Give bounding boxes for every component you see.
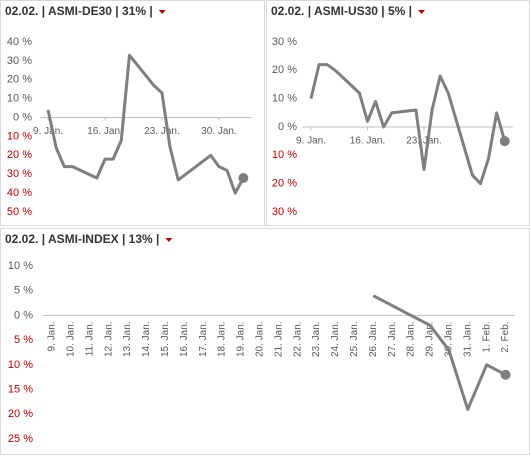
y-tick-label: 10 % — [7, 93, 32, 105]
x-tick-label: 23. Jan. — [144, 126, 180, 137]
y-tick-label: 0 % — [278, 121, 297, 133]
y-tick-label: 30 % — [7, 55, 32, 67]
x-tick-label: 22. Jan. — [292, 321, 303, 357]
y-tick-label: 20 % — [7, 74, 32, 86]
y-tick-label: 10 % — [272, 149, 297, 161]
chart-title: 02.02. | ASMI-US30 | 5% | — [271, 4, 412, 18]
y-tick-label: 25 % — [8, 433, 33, 445]
x-tick-label: 31. Jan. — [462, 321, 473, 357]
y-tick-label: 20 % — [7, 149, 32, 161]
x-tick-label: 26. Jan. — [368, 321, 379, 357]
x-tick-label: 29. Jan. — [425, 321, 436, 357]
x-tick-label: 16. Jan. — [350, 136, 386, 147]
y-tick-label: 5 % — [14, 334, 33, 346]
y-tick-label: 0 % — [13, 111, 32, 123]
x-tick-label: 20. Jan. — [254, 321, 265, 357]
x-tick-label: 30. Jan. — [443, 321, 454, 357]
dropdown-icon — [158, 10, 166, 14]
x-tick-label: 30. Jan. — [201, 126, 237, 137]
x-tick-label: 28. Jan. — [406, 321, 417, 357]
x-tick-label: 12. Jan. — [103, 321, 114, 357]
last-point — [500, 369, 511, 380]
series-line — [372, 294, 507, 411]
y-tick-label: 15 % — [8, 383, 33, 395]
chart-title: 02.02. | ASMI-INDEX | 13% | — [5, 232, 159, 246]
y-tick-label: 10 % — [272, 93, 297, 105]
x-tick-label: 14. Jan. — [141, 321, 152, 357]
x-tick-label: 1. Feb. — [481, 321, 492, 352]
y-tick-label: 30 % — [7, 168, 32, 180]
last-point — [499, 136, 510, 147]
x-tick-label: 23. Jan. — [406, 136, 442, 147]
y-tick-label: 5 % — [14, 285, 33, 297]
last-point — [238, 173, 249, 183]
x-tick-label: 11. Jan. — [84, 321, 95, 356]
chart-title: 02.02. | ASMI-DE30 | 31% | — [5, 4, 153, 18]
x-tick-label: 13. Jan. — [122, 321, 133, 357]
x-tick-label: 9. Jan. — [33, 126, 63, 137]
y-tick-label: 30 % — [272, 206, 297, 218]
x-tick-label: 18. Jan. — [217, 321, 228, 357]
x-tick-label: 9. Jan. — [296, 136, 326, 147]
dropdown-icon — [418, 10, 426, 14]
y-tick-label: 20 % — [272, 64, 297, 76]
series-line — [46, 53, 245, 195]
y-tick-label: 50 % — [7, 206, 32, 218]
x-tick-label: 10. Jan. — [65, 321, 76, 357]
y-tick-label: 0 % — [14, 309, 33, 321]
panel-border — [0, 0, 265, 226]
x-tick-label: 27. Jan. — [387, 321, 398, 357]
x-tick-label: 17. Jan. — [198, 321, 209, 357]
x-tick-label: 21. Jan. — [273, 321, 284, 357]
series-line — [309, 63, 507, 186]
x-tick-label: 16. Jan. — [179, 321, 190, 357]
dropdown-icon — [165, 238, 173, 242]
x-tick-label: 2. Feb. — [500, 321, 511, 352]
x-tick-label: 19. Jan. — [236, 321, 247, 357]
y-tick-label: 20 % — [272, 178, 297, 190]
x-tick-label: 23. Jan. — [311, 321, 322, 357]
y-tick-label: 10 % — [8, 260, 33, 272]
y-tick-label: 10 % — [8, 359, 33, 371]
x-tick-label: 15. Jan. — [160, 321, 171, 357]
y-tick-label: 10 % — [7, 130, 32, 142]
y-tick-label: 30 % — [272, 36, 297, 48]
y-tick-label: 40 % — [7, 187, 32, 199]
x-tick-label: 16. Jan. — [87, 126, 123, 137]
y-tick-label: 20 % — [8, 408, 33, 420]
x-tick-label: 24. Jan. — [330, 321, 341, 357]
x-tick-label: 9. Jan. — [47, 321, 58, 351]
y-tick-label: 40 % — [7, 36, 32, 48]
x-tick-label: 25. Jan. — [349, 321, 360, 357]
